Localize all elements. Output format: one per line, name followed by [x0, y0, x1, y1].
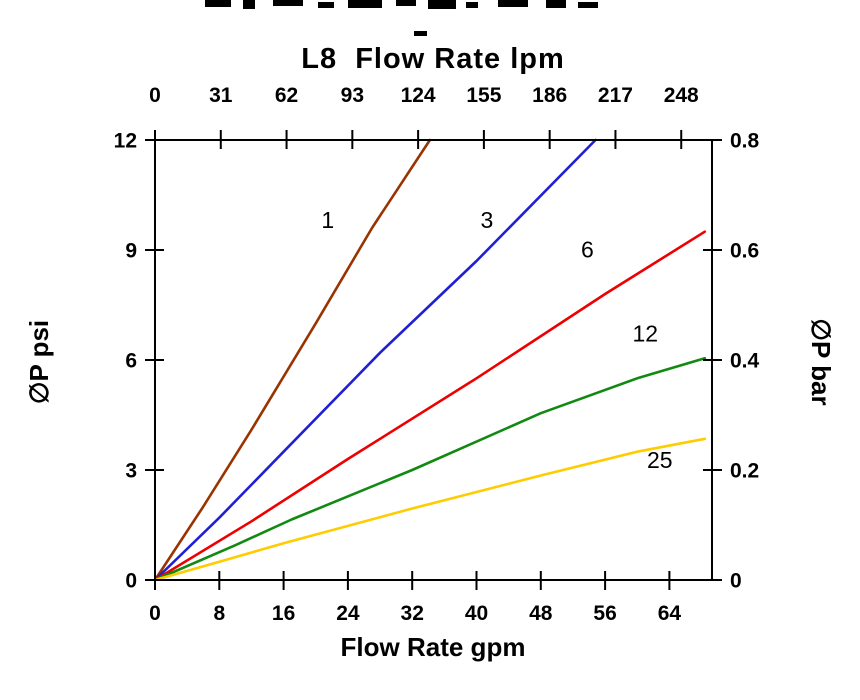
x-bottom-tick-label: 40: [465, 602, 488, 625]
x-top-tick-label: 248: [664, 84, 699, 107]
x-bottom-tick-label: 8: [213, 602, 225, 625]
y-right-tick-label: 0: [730, 569, 742, 592]
x-bottom-tick-label: 56: [593, 602, 616, 625]
x-top-tick-label: 93: [341, 84, 364, 107]
bottom-axis-title: Flow Rate gpm: [341, 632, 526, 662]
plot-area: 0 8 16 24 32 40 48 56 640 31 62 93 124 155 186 217 24803…: [114, 84, 760, 625]
y-left-tick-label: 12: [114, 129, 137, 152]
y-left-tick-label: 0: [125, 569, 137, 592]
x-bottom-tick-label: 16: [272, 602, 295, 625]
x-bottom-tick-label: 0: [149, 602, 161, 625]
series-line-12: [153, 356, 707, 582]
cropped-text-artifact: [205, 0, 598, 36]
series-line-6: [153, 230, 707, 582]
series-line-1: [153, 138, 432, 582]
x-top-tick-label: 62: [275, 84, 298, 107]
x-top-tick-label: 186: [532, 84, 567, 107]
left-axis-title: ∅P psi: [24, 320, 54, 404]
series-label-3: 3: [481, 207, 494, 233]
x-bottom-tick-label: 64: [658, 602, 682, 625]
x-top-tick-label: 31: [209, 84, 233, 107]
x-top-tick-label: 155: [466, 84, 501, 107]
x-bottom-tick-label: 48: [529, 602, 553, 625]
series-label-1: 1: [321, 207, 334, 233]
series-label-6: 6: [581, 236, 594, 262]
series-line-25: [153, 437, 707, 582]
y-left-tick-label: 6: [125, 349, 137, 372]
x-top-tick-label: 217: [598, 84, 633, 107]
x-top-tick-label: 124: [401, 84, 436, 107]
y-right-tick-label: 0.4: [730, 349, 760, 372]
series-line-3: [153, 138, 597, 582]
y-left-tick-label: 3: [125, 459, 137, 482]
x-bottom-tick-label: 24: [336, 602, 360, 625]
y-right-tick-label: 0.8: [730, 129, 760, 152]
y-right-tick-label: 0.6: [730, 239, 759, 262]
right-axis-title: ∅P bar: [806, 318, 836, 405]
y-left-tick-label: 9: [125, 239, 137, 262]
y-right-tick-label: 0.2: [730, 459, 759, 482]
series-label-12: 12: [633, 321, 659, 347]
top-axis-title: L8 Flow Rate lpm: [301, 43, 565, 75]
series-label-25: 25: [647, 447, 673, 473]
x-top-tick-label: 0: [149, 84, 161, 107]
x-bottom-tick-label: 32: [401, 602, 424, 625]
plot-border: [154, 139, 713, 581]
